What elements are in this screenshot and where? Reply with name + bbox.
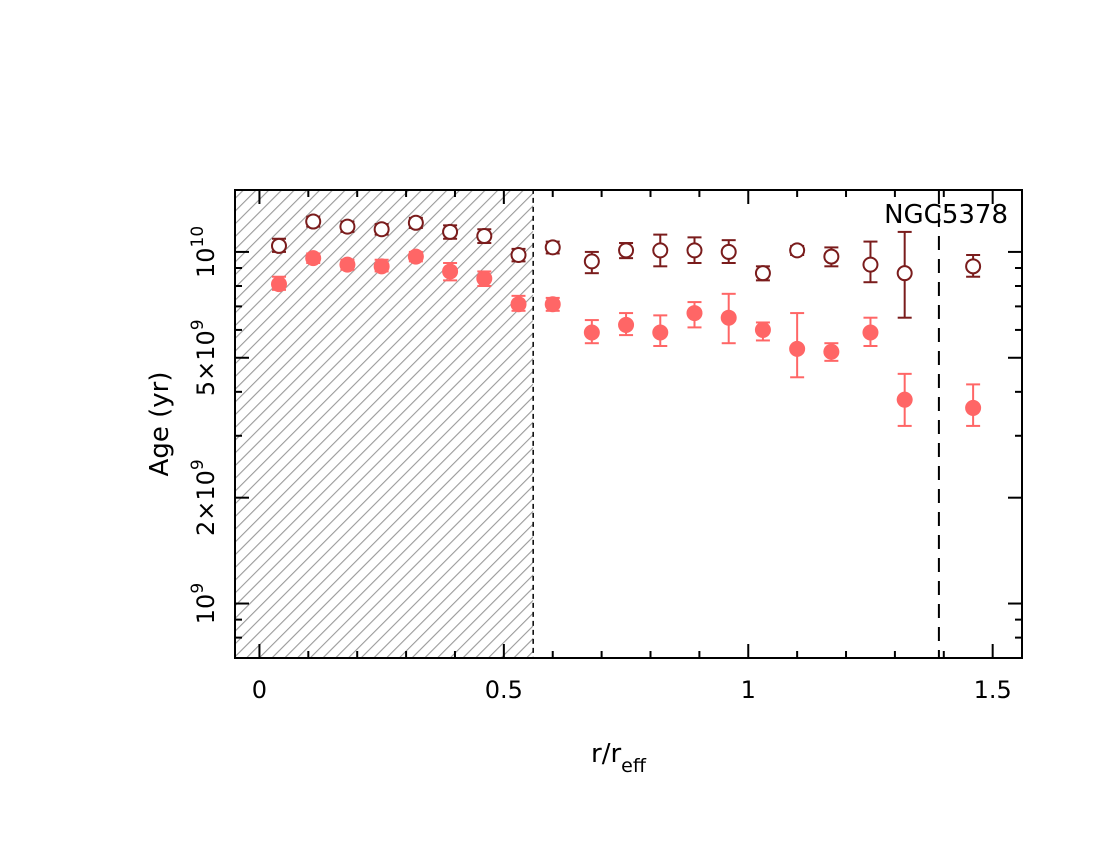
open-point <box>965 258 982 275</box>
y-axis-label: Age (yr) <box>145 372 175 477</box>
filled-point <box>862 324 879 341</box>
open-point <box>652 242 669 259</box>
filled-point <box>720 309 737 326</box>
filled-point <box>823 343 840 360</box>
open-point <box>373 221 390 238</box>
open-point <box>407 214 424 231</box>
open-point <box>862 256 879 273</box>
open-point <box>789 242 806 259</box>
filled-point <box>583 324 600 341</box>
filled-point <box>618 316 635 333</box>
open-point <box>720 243 737 260</box>
filled-point <box>896 391 913 408</box>
filled-point <box>652 324 669 341</box>
y-tick-label: 1010 <box>188 226 220 278</box>
filled-point <box>544 296 561 313</box>
filled-point <box>510 296 527 313</box>
filled-point <box>754 321 771 338</box>
y-tick-label: 2×109 <box>188 459 220 536</box>
x-axis-label: r/reff <box>591 739 647 777</box>
y-tick-label: 109 <box>188 583 220 624</box>
filled-point <box>686 305 703 322</box>
open-point <box>754 265 771 282</box>
open-point <box>305 213 322 230</box>
open-point <box>339 218 356 235</box>
filled-point <box>442 263 459 280</box>
filled-point <box>305 250 322 267</box>
data-layer <box>270 213 982 427</box>
x-tick-label: 1 <box>741 676 756 704</box>
filled-point <box>965 399 982 416</box>
filled-point <box>476 270 493 287</box>
open-point <box>442 223 459 240</box>
open-point <box>823 248 840 265</box>
open-point <box>686 242 703 259</box>
plot-frame <box>234 189 1023 659</box>
x-tick-label: 0 <box>252 676 267 704</box>
filled-point <box>339 256 356 273</box>
y-tick-label: 5×109 <box>188 319 220 396</box>
annotation-label: NGC5378 <box>884 200 1008 230</box>
filled-point <box>270 276 287 293</box>
labels-layer: 0 0.5 1 1.5 109 2×109 5×109 1010 r/reff Age (yr) <box>145 226 1012 777</box>
open-point <box>896 265 913 282</box>
open-point <box>544 239 561 256</box>
open-point <box>618 242 635 259</box>
open-point <box>270 237 287 254</box>
open-point <box>510 247 527 264</box>
open-point <box>583 253 600 270</box>
filled-point <box>789 340 806 357</box>
open-point <box>476 227 493 244</box>
filled-point <box>407 248 424 265</box>
x-tick-label: 1.5 <box>974 676 1012 704</box>
filled-point <box>373 258 390 275</box>
x-tick-label: 0.5 <box>485 676 523 704</box>
